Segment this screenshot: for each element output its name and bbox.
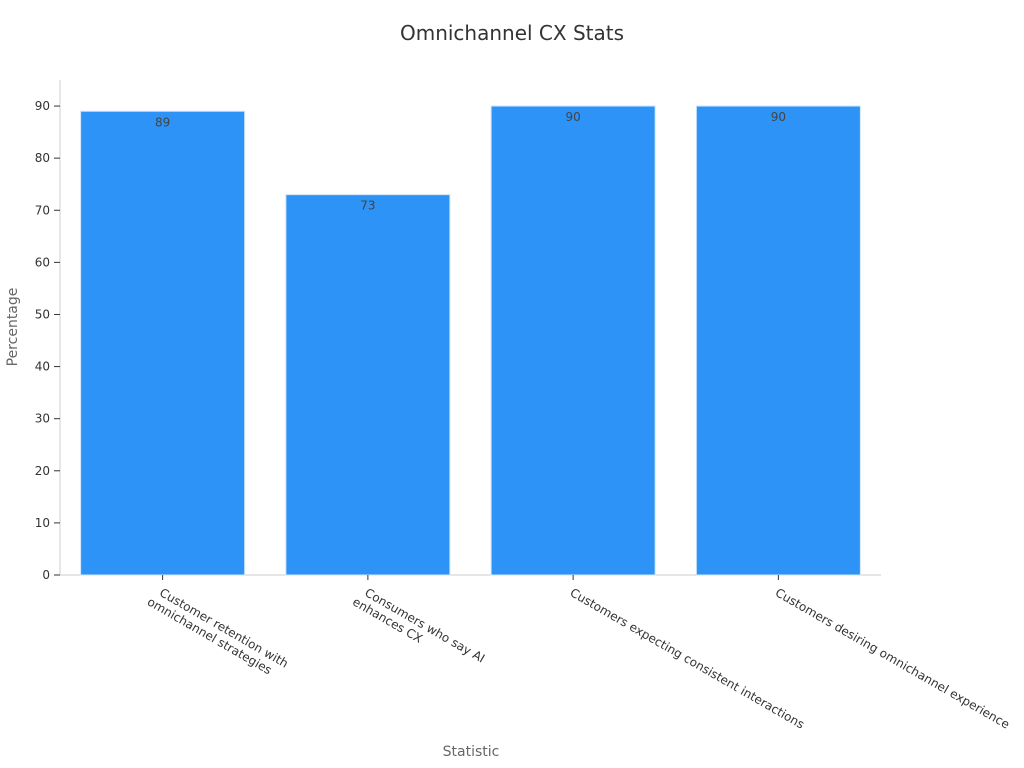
y-tick-label: 0	[42, 568, 50, 582]
y-tick-label: 50	[35, 307, 50, 321]
data-label: 89	[155, 115, 170, 129]
bar	[695, 105, 861, 576]
chart-title: Omnichannel CX Stats	[400, 21, 624, 45]
data-label: 90	[565, 110, 580, 124]
y-tick-label: 20	[35, 464, 50, 478]
bar	[285, 194, 451, 576]
plot-area: 0 10 20 30 40 50 60 70 80 90 89 Customer retention …	[35, 80, 1012, 732]
y-tick-label: 30	[35, 412, 50, 426]
x-axis-title: Statistic	[443, 744, 500, 760]
x-tick-label: Customers expecting consistent interacti…	[568, 585, 807, 731]
y-tick-label: 40	[35, 360, 50, 374]
y-tick-label: 70	[35, 203, 50, 217]
y-tick-label: 80	[35, 151, 50, 165]
y-tick-label: 60	[35, 255, 50, 269]
data-label: 90	[771, 110, 786, 124]
x-tick-label: Consumers who say AIenhances CX	[350, 582, 487, 677]
bar	[80, 110, 246, 576]
data-label: 73	[360, 199, 375, 213]
y-axis-title: Percentage	[5, 288, 21, 367]
x-tick-label: Customer retention withomnichannel strat…	[145, 582, 291, 682]
y-tick-label: 10	[35, 516, 50, 530]
y-tick-label: 90	[35, 99, 50, 113]
bar	[490, 105, 656, 576]
x-tick-label: Customers desiring omnichannel experienc…	[773, 585, 1012, 731]
